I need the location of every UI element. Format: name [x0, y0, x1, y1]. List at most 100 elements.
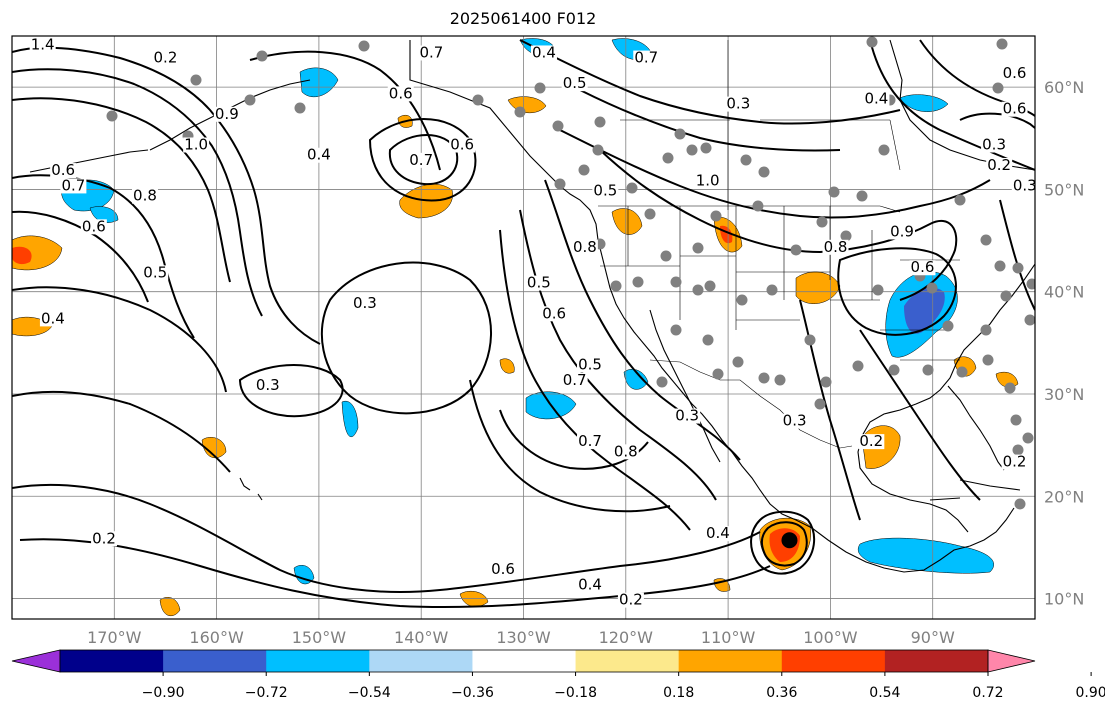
contour-line	[388, 134, 459, 186]
colorbar-tick-label: −0.54	[348, 685, 391, 701]
colorbar-segment	[884, 650, 989, 672]
contour-label: 0.2	[619, 591, 643, 609]
contour-label: 0.4	[578, 575, 602, 593]
contour-label-halo	[981, 137, 1008, 153]
station-dot	[790, 244, 802, 256]
contour-label-halo	[418, 45, 445, 61]
contour-label-halo	[1001, 101, 1028, 117]
station-dot	[692, 284, 704, 296]
station-dot	[554, 178, 566, 190]
lat-label: 10°N	[1044, 590, 1084, 609]
canada-province-borders	[620, 40, 901, 210]
contour-label: 0.7	[420, 43, 444, 61]
station-dot	[872, 284, 884, 296]
station-dot	[980, 234, 992, 246]
colorbar-ticks: −0.90 −0.72 −0.54 −0.36 −0.18 0.18 0.36 0.54 0.7…	[142, 672, 1105, 701]
station-dot	[1026, 278, 1035, 290]
contour-label-halo	[1001, 454, 1028, 470]
contour-label: 0.6	[450, 136, 474, 154]
contour-line	[12, 68, 263, 317]
station-dot	[828, 186, 840, 198]
us-mexico-border	[649, 359, 853, 449]
contour-label-halo	[909, 260, 936, 276]
station-dot	[866, 36, 878, 48]
latitude-labels: 60°N 50°N 40°N 30°N 20°N 10°N	[1044, 78, 1084, 608]
contour-label-halo	[60, 178, 87, 194]
contour-line	[760, 521, 808, 567]
us-canada-border	[598, 205, 901, 213]
contour-label-halo	[674, 408, 701, 424]
lon-label: 160°W	[189, 628, 244, 647]
station-dot	[1012, 262, 1024, 274]
shading-red-patch	[12, 246, 32, 265]
contour-label: 0.2	[987, 156, 1011, 174]
station-dot	[670, 324, 682, 336]
station-dot	[856, 190, 868, 202]
colorbar-tick-label: 0.72	[972, 685, 1003, 701]
pacific-coastline	[409, 40, 1015, 573]
lon-label: 120°W	[599, 628, 654, 647]
station-dot	[814, 398, 826, 410]
contour-label: 0.3	[982, 136, 1006, 154]
lat-label: 20°N	[1044, 487, 1084, 506]
contour-line	[959, 112, 1035, 129]
station-dot	[1012, 444, 1024, 456]
contour-label: 0.7	[578, 432, 602, 450]
station-dot	[662, 152, 674, 164]
contour-label-halo	[91, 531, 118, 547]
contour-label-halo	[142, 265, 169, 281]
contour-label: 0.8	[573, 238, 597, 256]
gulf-atlantic-coastline	[857, 263, 1035, 533]
shading-orange-patch	[459, 591, 489, 607]
contour-line	[19, 538, 771, 609]
contour-label-halo	[781, 413, 808, 429]
station-dot	[852, 360, 864, 372]
contour-label-halo	[541, 306, 568, 322]
contour-line	[559, 129, 991, 219]
contour-label: 0.7	[563, 371, 587, 389]
contour-label-halo	[617, 592, 644, 608]
contour-label: 0.3	[783, 412, 807, 430]
caribbean-islands	[929, 479, 1021, 501]
colorbar-tick-label: −0.18	[554, 685, 597, 701]
contour-label: 0.3	[1013, 176, 1037, 194]
colorbar-extend-min	[11, 649, 61, 673]
colorbar	[11, 649, 1036, 673]
coastline-layer	[29, 39, 1035, 573]
contour-label-halo	[576, 434, 603, 450]
contour-line	[238, 364, 344, 418]
station-dot	[670, 276, 682, 288]
contour-line	[579, 89, 841, 152]
station-dot	[710, 210, 722, 222]
shading-blue-patch	[899, 94, 949, 112]
station-dot	[472, 94, 484, 106]
contour-label: 0.3	[726, 95, 750, 113]
colorbar-tick-label: 0.18	[663, 685, 694, 701]
contour-label: 0.8	[614, 442, 638, 460]
contour-label: 0.6	[389, 84, 413, 102]
station-dot	[992, 82, 1004, 94]
colorbar-segment	[575, 650, 680, 672]
station-dot	[732, 356, 744, 368]
station-dots	[106, 36, 1035, 510]
contour-label-halo	[305, 147, 332, 163]
shading-blue-patch	[293, 565, 315, 585]
shading-blue-patch	[623, 369, 649, 390]
contour-label-halo	[889, 224, 916, 240]
contour-line	[320, 261, 492, 415]
colorbar-segment	[163, 650, 267, 672]
station-dot	[632, 276, 644, 288]
colorbar-frame	[59, 649, 989, 673]
contour-line	[12, 483, 761, 593]
station-dot	[578, 164, 590, 176]
lon-label: 130°W	[496, 628, 551, 647]
contour-label-halo	[183, 137, 210, 153]
contour-label: 1.0	[696, 171, 720, 189]
lat-label: 60°N	[1044, 78, 1084, 97]
contour-label: 0.8	[133, 187, 157, 205]
contour-label-halo	[863, 91, 890, 107]
contour-label-halo	[704, 526, 731, 542]
contour-label: 0.6	[491, 560, 515, 578]
contour-label: 0.4	[307, 146, 331, 164]
